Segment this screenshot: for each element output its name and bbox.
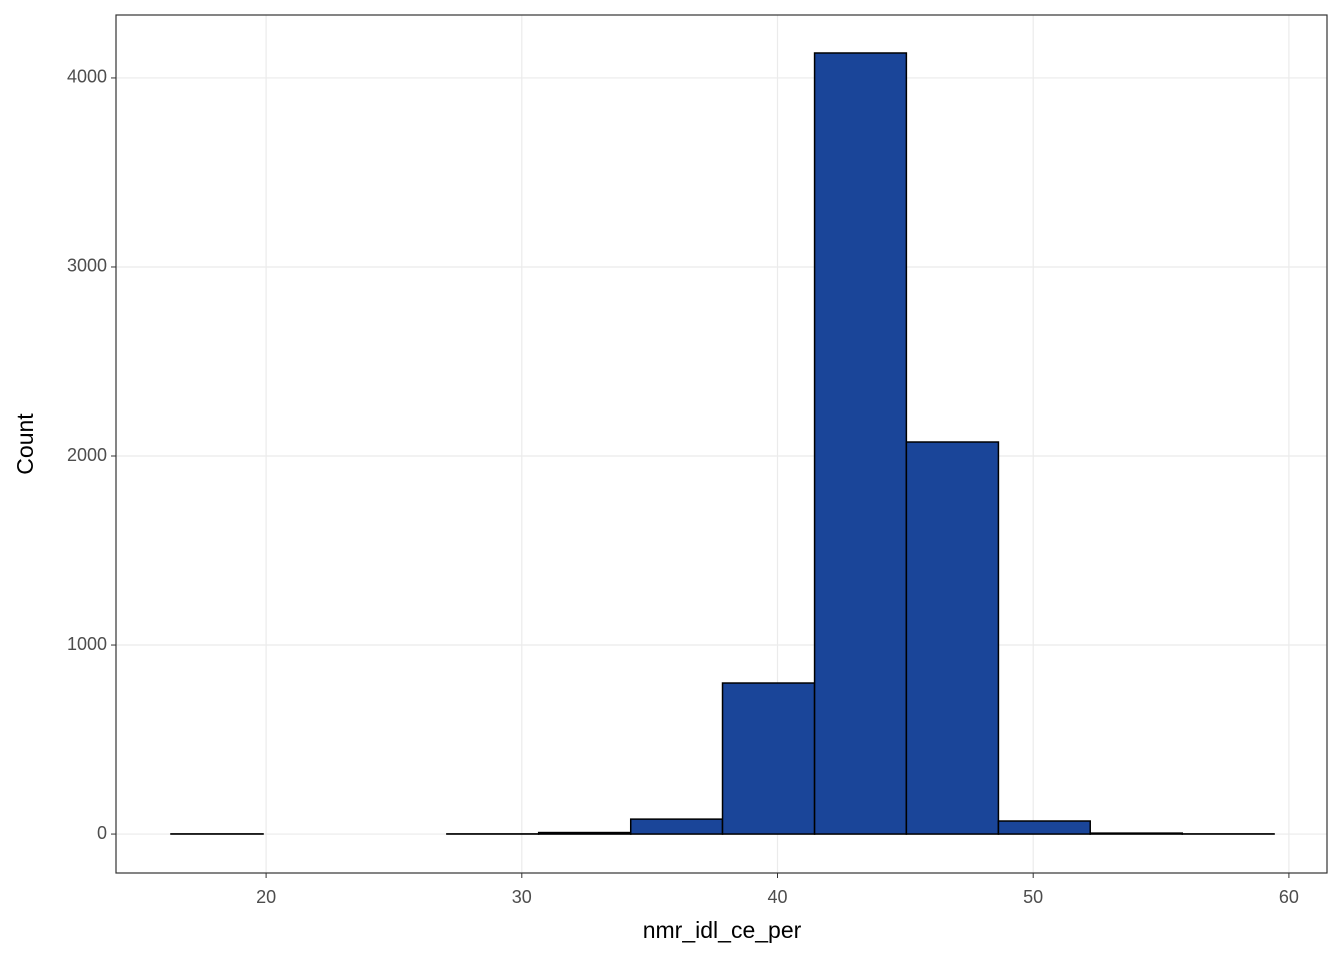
y-tick-label: 2000	[67, 445, 107, 465]
x-tick-label: 40	[767, 887, 787, 907]
y-tick-label: 3000	[67, 256, 107, 276]
bar	[631, 819, 723, 834]
bar	[723, 683, 815, 834]
x-tick-label: 60	[1279, 887, 1299, 907]
x-tick-label: 50	[1023, 887, 1043, 907]
y-axis-title: Count	[12, 413, 38, 475]
y-tick-label: 0	[97, 823, 107, 843]
x-tick-label: 20	[256, 887, 276, 907]
x-axis-title: nmr_idl_ce_per	[643, 917, 802, 943]
bar	[906, 442, 998, 834]
bar	[815, 53, 907, 834]
x-tick-label: 30	[512, 887, 532, 907]
y-tick-label: 1000	[67, 634, 107, 654]
bar	[998, 821, 1090, 834]
y-tick-label: 4000	[67, 67, 107, 87]
bar	[539, 833, 631, 835]
bar	[1090, 833, 1182, 834]
